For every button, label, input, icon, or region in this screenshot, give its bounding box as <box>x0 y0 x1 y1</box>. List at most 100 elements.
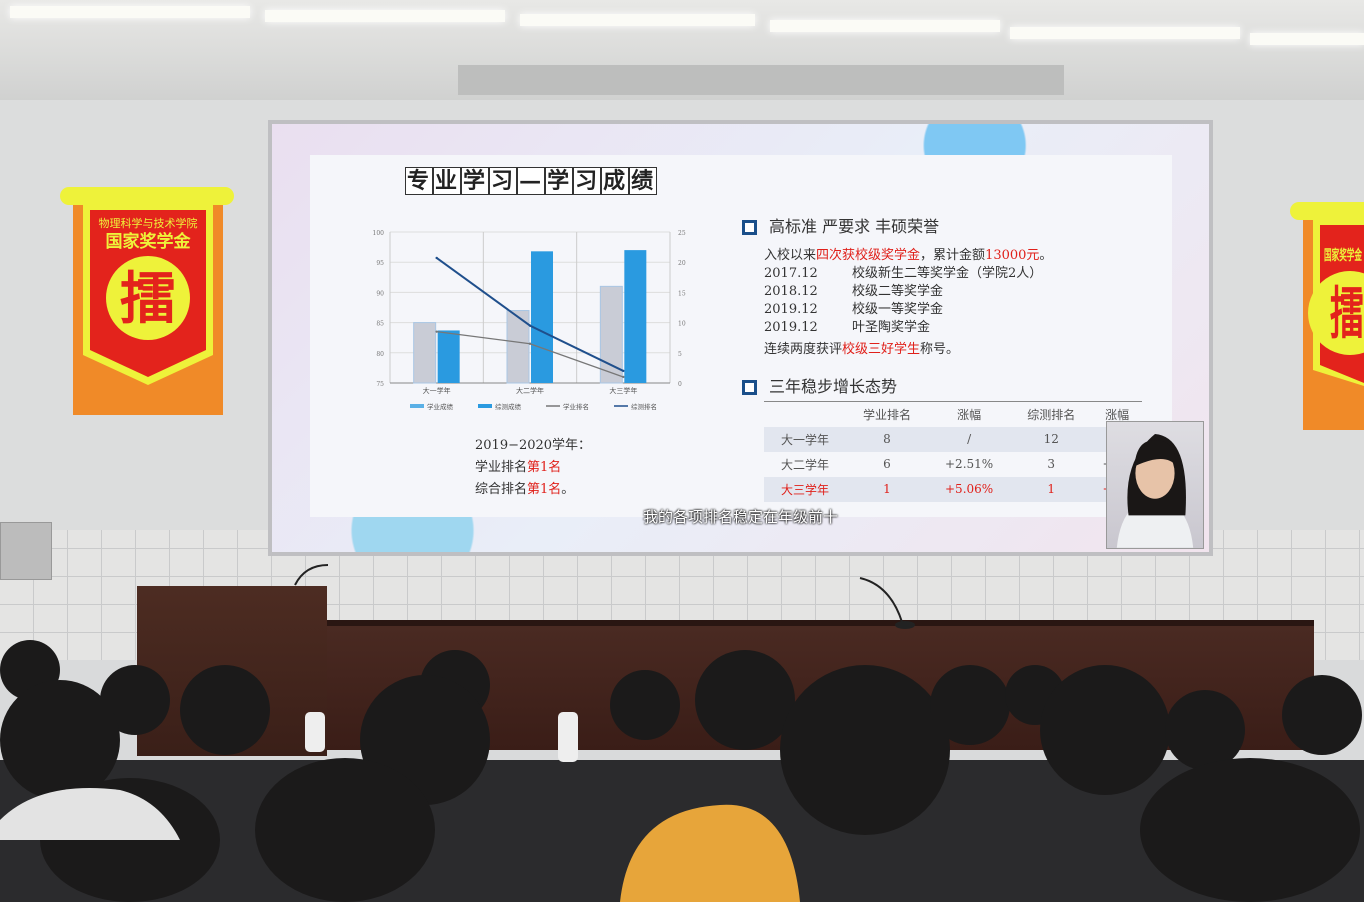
y2-tick-label: 15 <box>678 290 686 297</box>
legend-label: 学业排名 <box>563 402 589 411</box>
audience <box>0 640 1364 902</box>
electrical-box <box>0 522 52 580</box>
yellow-hoodie <box>620 804 800 902</box>
award-date: 2019.12 <box>764 320 818 335</box>
ceiling <box>0 0 1364 105</box>
legend-label: 学业成绩 <box>427 402 454 411</box>
x-tick-label: 大三学年 <box>609 386 637 395</box>
title-char: 成 <box>601 167 630 195</box>
banner-award: 国家奖学金 <box>106 231 192 252</box>
award-date: 2018.12 <box>764 284 818 299</box>
projection-screen: 专业学习 — 学习成绩 100 25 95 20 90 15 85 10 80 5 75 0 大一学年 大二学… <box>268 120 1213 556</box>
intro-text: 入校以来 <box>764 248 817 263</box>
ceiling-light <box>1010 27 1240 39</box>
award-name: 校级一等奖学金 <box>852 302 944 317</box>
award-name: 校级新生二等奖学金（学院2人） <box>852 266 1043 281</box>
air-vent <box>458 65 1064 95</box>
point-学业排名 <box>435 330 438 333</box>
col-header <box>764 402 846 427</box>
point-学业排名 <box>622 375 625 379</box>
award-date: 2017.12 <box>764 266 818 281</box>
bar-综测成绩 <box>437 330 460 383</box>
year-summary: 2019−2020学年： 学业排名第1名 综合排名第1名。 <box>475 435 591 501</box>
y-tick-label: 80 <box>376 351 384 358</box>
title-char: — <box>517 167 546 195</box>
col-header: 综测排名 <box>1027 407 1076 422</box>
x-tick-label: 大一学年 <box>423 386 451 395</box>
slide-panel: 专业学习 — 学习成绩 100 25 95 20 90 15 85 10 80 5 75 0 大一学年 大二学… <box>310 155 1172 517</box>
title-char: 绩 <box>629 167 658 195</box>
point-综测排名 <box>435 256 438 260</box>
legend-label: 综测排名 <box>631 402 657 411</box>
honor-text: 称号。 <box>920 342 960 357</box>
summary-rank: 第1名 <box>527 460 562 475</box>
legend-label: 综测成绩 <box>495 402 522 411</box>
y2-tick-label: 0 <box>678 381 682 388</box>
award-date: 2019.12 <box>764 302 818 317</box>
ceiling-light <box>10 6 250 18</box>
presenter-video <box>1106 421 1204 549</box>
col-header: 学业排名 <box>862 407 911 422</box>
point-综测排名 <box>622 369 625 373</box>
legend-swatch <box>478 404 492 408</box>
microphone-icon <box>859 577 903 623</box>
bar-综测成绩 <box>624 250 647 383</box>
title-char: 业 <box>433 167 462 195</box>
legend-swatch <box>410 404 424 408</box>
summary-label: 学业排名 <box>475 460 528 475</box>
water-bottle <box>558 712 578 762</box>
intro-amount: 13000元 <box>985 248 1040 263</box>
y-tick-label: 90 <box>376 290 384 297</box>
summary-label: 综合排名 <box>475 482 528 497</box>
y-tick-label: 95 <box>376 260 384 267</box>
y2-tick-label: 25 <box>678 230 686 237</box>
summary-year: 2019−2020学年： <box>475 438 592 453</box>
col-header: 涨幅 <box>957 407 982 422</box>
award-name: 校级二等奖学金 <box>852 284 944 299</box>
y-tick-label: 100 <box>373 230 385 237</box>
line-综测排名 <box>436 257 624 372</box>
honor-text: 连续两度获评 <box>764 342 843 357</box>
intro-text: 校级奖学金 <box>855 248 921 263</box>
point-综测排名 <box>528 324 532 327</box>
award-item: 2018.12 校级二等奖学金 <box>764 283 1052 301</box>
banner-emblem: 擂 <box>120 267 176 332</box>
x-tick-label: 大二学年 <box>516 386 544 395</box>
banner-award: 国家奖学金 <box>1324 247 1363 264</box>
ceiling-light <box>265 10 505 22</box>
award-item: 2017.12 校级新生二等奖学金（学院2人） <box>764 265 1052 283</box>
honors-list: 入校以来四次获校级奖学金，累计金额13000元。 2017.12 校级新生二等奖学… <box>764 247 1052 359</box>
banner-college: 物理科学与技术学院 <box>99 216 198 230</box>
y2-tick-label: 10 <box>678 321 686 328</box>
line-学业排名 <box>436 331 624 378</box>
title-char: 学 <box>545 167 574 195</box>
summary-punct: 。 <box>561 482 575 497</box>
col-header: 涨幅 <box>1105 407 1130 422</box>
scholarship-banner-right: 国家奖学金 擂 <box>1290 202 1364 430</box>
award-item: 2019.12 叶圣陶奖学金 <box>764 319 1052 337</box>
slide-title: 专业学习 — 学习成绩 <box>405 163 658 195</box>
ceiling-light <box>770 20 1000 32</box>
microphone-icon <box>294 564 329 586</box>
y-tick-label: 75 <box>376 381 384 388</box>
intro-text: 四次获 <box>816 248 856 263</box>
title-char: 习 <box>489 167 518 195</box>
intro-text: ，累计金额 <box>920 248 986 263</box>
y2-tick-label: 20 <box>678 260 686 267</box>
banner-emblem: 擂 <box>1330 282 1364 347</box>
video-subtitle: 我的各项排名稳定在年级前十 <box>642 508 838 526</box>
award-item: 2019.12 校级一等奖学金 <box>764 301 1052 319</box>
section-heading-trend: 三年稳步增长态势 <box>742 373 897 397</box>
section-heading-honors: 高标准 严要求 丰硕荣誉 <box>742 213 939 237</box>
honor-title: 校级三好学生 <box>842 342 921 357</box>
intro-text: 。 <box>1039 248 1053 263</box>
scholarship-banner-left: 物理科学与技术学院 国家奖学金 擂 <box>60 187 234 415</box>
presenter-figure <box>1116 434 1194 548</box>
bar-学业成绩 <box>599 285 623 384</box>
summary-rank: 第1名 <box>527 482 562 497</box>
